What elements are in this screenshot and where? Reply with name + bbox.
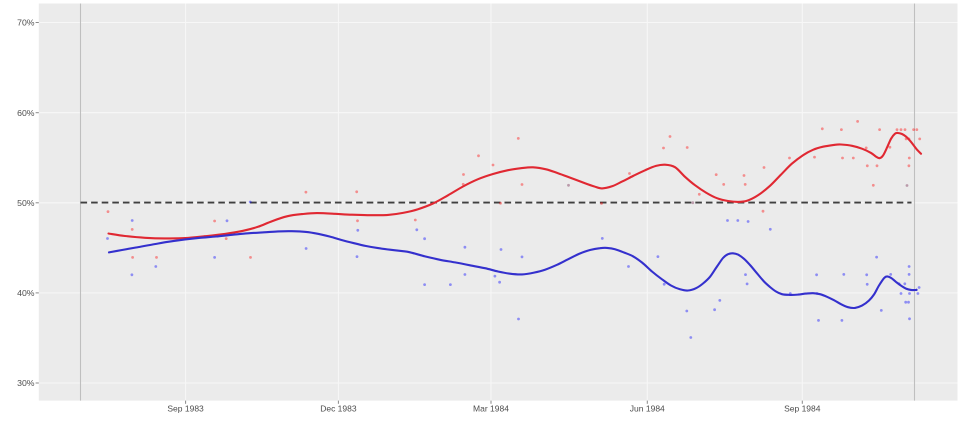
svg-text:50%: 50% (17, 198, 35, 208)
svg-text:Mar 1984: Mar 1984 (473, 404, 509, 414)
svg-text:Jun 1984: Jun 1984 (630, 404, 665, 414)
svg-text:Sep 1984: Sep 1984 (784, 404, 821, 414)
svg-text:40%: 40% (17, 288, 35, 298)
svg-text:70%: 70% (17, 18, 35, 28)
svg-text:30%: 30% (17, 378, 35, 388)
svg-text:Dec 1983: Dec 1983 (320, 404, 357, 414)
svg-text:60%: 60% (17, 108, 35, 118)
svg-text:Sep 1983: Sep 1983 (167, 404, 204, 414)
